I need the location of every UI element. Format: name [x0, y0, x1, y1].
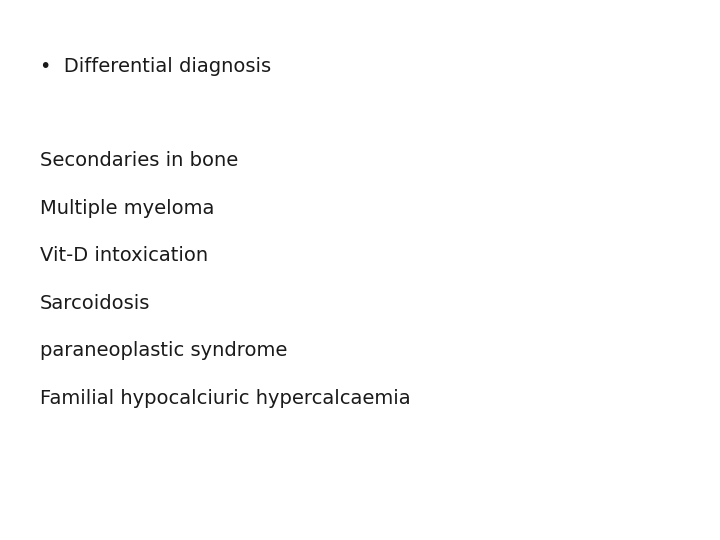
- Text: paraneoplastic syndrome: paraneoplastic syndrome: [40, 341, 287, 360]
- Text: Multiple myeloma: Multiple myeloma: [40, 199, 214, 218]
- Text: Secondaries in bone: Secondaries in bone: [40, 151, 238, 170]
- Text: Familial hypocalciuric hypercalcaemia: Familial hypocalciuric hypercalcaemia: [40, 389, 410, 408]
- Text: •  Differential diagnosis: • Differential diagnosis: [40, 57, 271, 76]
- Text: Sarcoidosis: Sarcoidosis: [40, 294, 150, 313]
- Text: Vit-D intoxication: Vit-D intoxication: [40, 246, 208, 265]
